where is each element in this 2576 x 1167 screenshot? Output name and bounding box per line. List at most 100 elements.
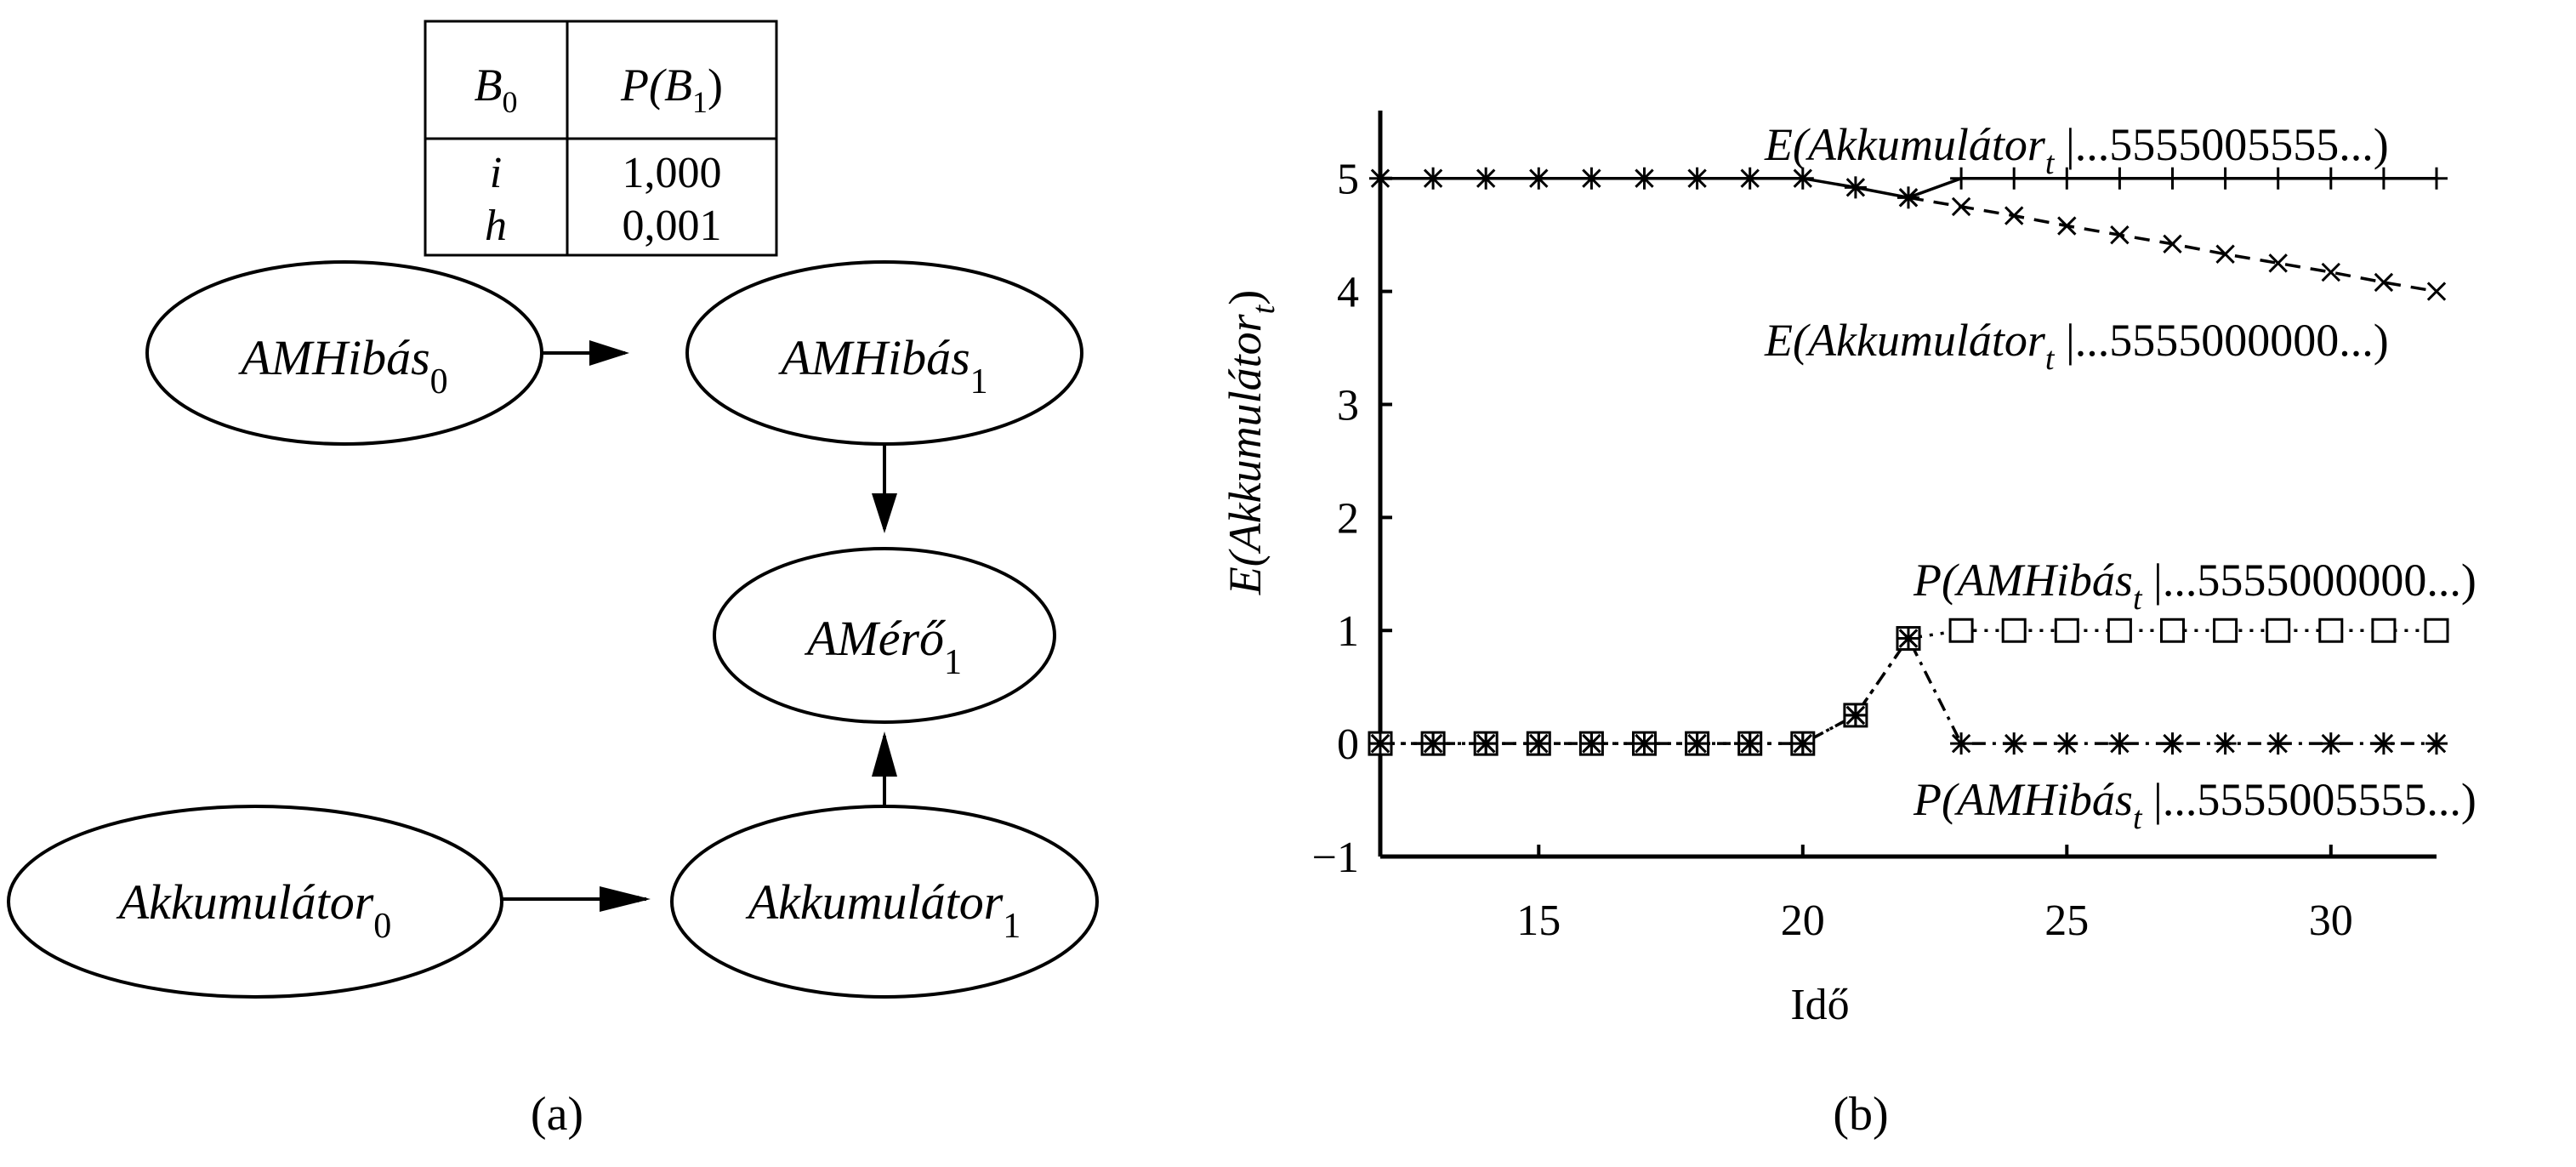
cpt-header-left: B0 <box>475 60 518 119</box>
data-point <box>2318 618 2344 643</box>
node-label: Akkumulátor0 <box>116 874 392 946</box>
data-point <box>2374 272 2394 293</box>
data-point <box>2372 732 2395 755</box>
data-point <box>2108 167 2131 190</box>
data-point <box>2003 732 2026 755</box>
cpt-row-prob: 0,001 <box>623 202 722 250</box>
data-point <box>2214 167 2237 190</box>
cpt-row-state: i <box>490 149 502 197</box>
x-tick-label: 20 <box>1781 897 1825 945</box>
series-markers <box>1368 167 2449 756</box>
x-axis-label: Idő <box>1790 981 1849 1029</box>
y-tick-label: 4 <box>1337 269 1359 317</box>
data-point <box>1527 732 1550 755</box>
data-point <box>2319 167 2342 190</box>
data-point <box>2371 618 2397 643</box>
data-point <box>1738 732 1761 755</box>
node-akkumulator-0: Akkumulátor0 <box>7 805 503 999</box>
chart-b: 15 20 25 30 5 4 3 2 1 0 −1 Idő E(Akkumulátort) E(… <box>1220 111 2476 1029</box>
node-amero-1: AMérő1 <box>713 547 1056 724</box>
data-point <box>1791 732 1814 755</box>
data-point <box>1475 167 1498 190</box>
series-label: P(AMHibást |...5555000000...) <box>1913 555 2476 617</box>
data-point <box>2213 618 2238 643</box>
data-point <box>2057 216 2077 236</box>
data-point <box>1950 732 1973 755</box>
data-point <box>2107 618 2132 643</box>
data-point <box>1948 618 1974 643</box>
node-amhibas-1: AMHibás1 <box>685 260 1083 446</box>
data-point <box>1580 167 1603 190</box>
arrowhead-amhibas1-amero1 <box>872 493 897 533</box>
data-point <box>2266 618 2291 643</box>
data-point <box>1844 176 1867 199</box>
data-point <box>1897 627 1919 650</box>
node-ellipse <box>7 805 503 999</box>
data-point <box>2160 618 2185 643</box>
data-point <box>1527 167 1550 190</box>
data-point <box>2266 167 2289 190</box>
data-point <box>1369 167 1391 190</box>
data-point <box>1633 167 1656 190</box>
data-point <box>2056 732 2078 755</box>
data-point <box>2266 732 2289 755</box>
y-tick-label: 2 <box>1337 494 1359 543</box>
data-point <box>2003 167 2026 190</box>
node-akkumulator-1: Akkumulátor1 <box>670 805 1099 999</box>
data-point <box>2056 167 2078 190</box>
cpt-row-state: h <box>485 202 507 250</box>
data-point <box>1791 167 1814 190</box>
data-point <box>2426 282 2447 301</box>
x-tick-label: 15 <box>1516 897 1561 945</box>
caption-a: (a) <box>531 1088 583 1141</box>
data-point <box>2161 732 2184 755</box>
y-tick-label: 3 <box>1337 381 1359 430</box>
data-point <box>1686 732 1709 755</box>
arrowhead-akk0-akk1 <box>600 886 651 912</box>
data-point <box>1950 167 1973 190</box>
data-point <box>2425 732 2448 755</box>
y-tick-label: −1 <box>1312 834 1359 882</box>
data-point <box>2054 618 2079 643</box>
node-ellipse <box>145 260 543 446</box>
series-label: E(Akkumulátort |...5555000000...) <box>1764 315 2389 377</box>
series-label: P(AMHibást |...5555005555...) <box>1913 774 2476 836</box>
data-point <box>2108 732 2131 755</box>
caption-b: (b) <box>1833 1088 1888 1141</box>
series-line <box>1380 635 2437 745</box>
data-point <box>1686 167 1709 190</box>
y-tick-label: 5 <box>1337 156 1359 204</box>
arrowhead-amhibas0-amhibas1 <box>589 340 629 366</box>
data-point <box>1951 196 1971 217</box>
cpt-row-prob: 1,000 <box>623 149 722 197</box>
data-point <box>1422 732 1445 755</box>
y-axis-label: E(Akkumulátort) <box>1220 290 1282 595</box>
node-ellipse <box>670 805 1099 999</box>
data-point <box>2268 253 2288 273</box>
data-point <box>1633 732 1656 755</box>
data-point <box>2161 167 2184 190</box>
data-point <box>2321 262 2341 282</box>
data-point <box>1369 732 1391 755</box>
data-point <box>2319 732 2342 755</box>
cpt-header-right: P(B1) <box>620 60 723 119</box>
node-label: AMérő1 <box>804 611 962 682</box>
data-point <box>2214 732 2237 755</box>
data-point <box>2424 618 2449 643</box>
node-label: AMHibás1 <box>777 330 987 401</box>
data-point <box>2004 206 2024 225</box>
data-point <box>2001 618 2027 643</box>
node-amhibas-0: AMHibás0 <box>145 260 543 446</box>
x-tick-label: 30 <box>2309 897 2353 945</box>
series-label: E(Akkumulátort |...5555005555...) <box>1764 119 2389 181</box>
data-point <box>1898 188 1919 208</box>
node-ellipse <box>713 547 1056 724</box>
x-tick-label: 25 <box>2044 897 2089 945</box>
y-ticks: 5 4 3 2 1 0 −1 <box>1312 156 1392 882</box>
cpt-table <box>424 20 778 257</box>
data-point <box>1580 732 1603 755</box>
node-ellipse <box>685 260 1083 446</box>
data-point <box>1475 732 1498 755</box>
data-point <box>2110 225 2130 245</box>
data-point <box>2215 244 2235 264</box>
